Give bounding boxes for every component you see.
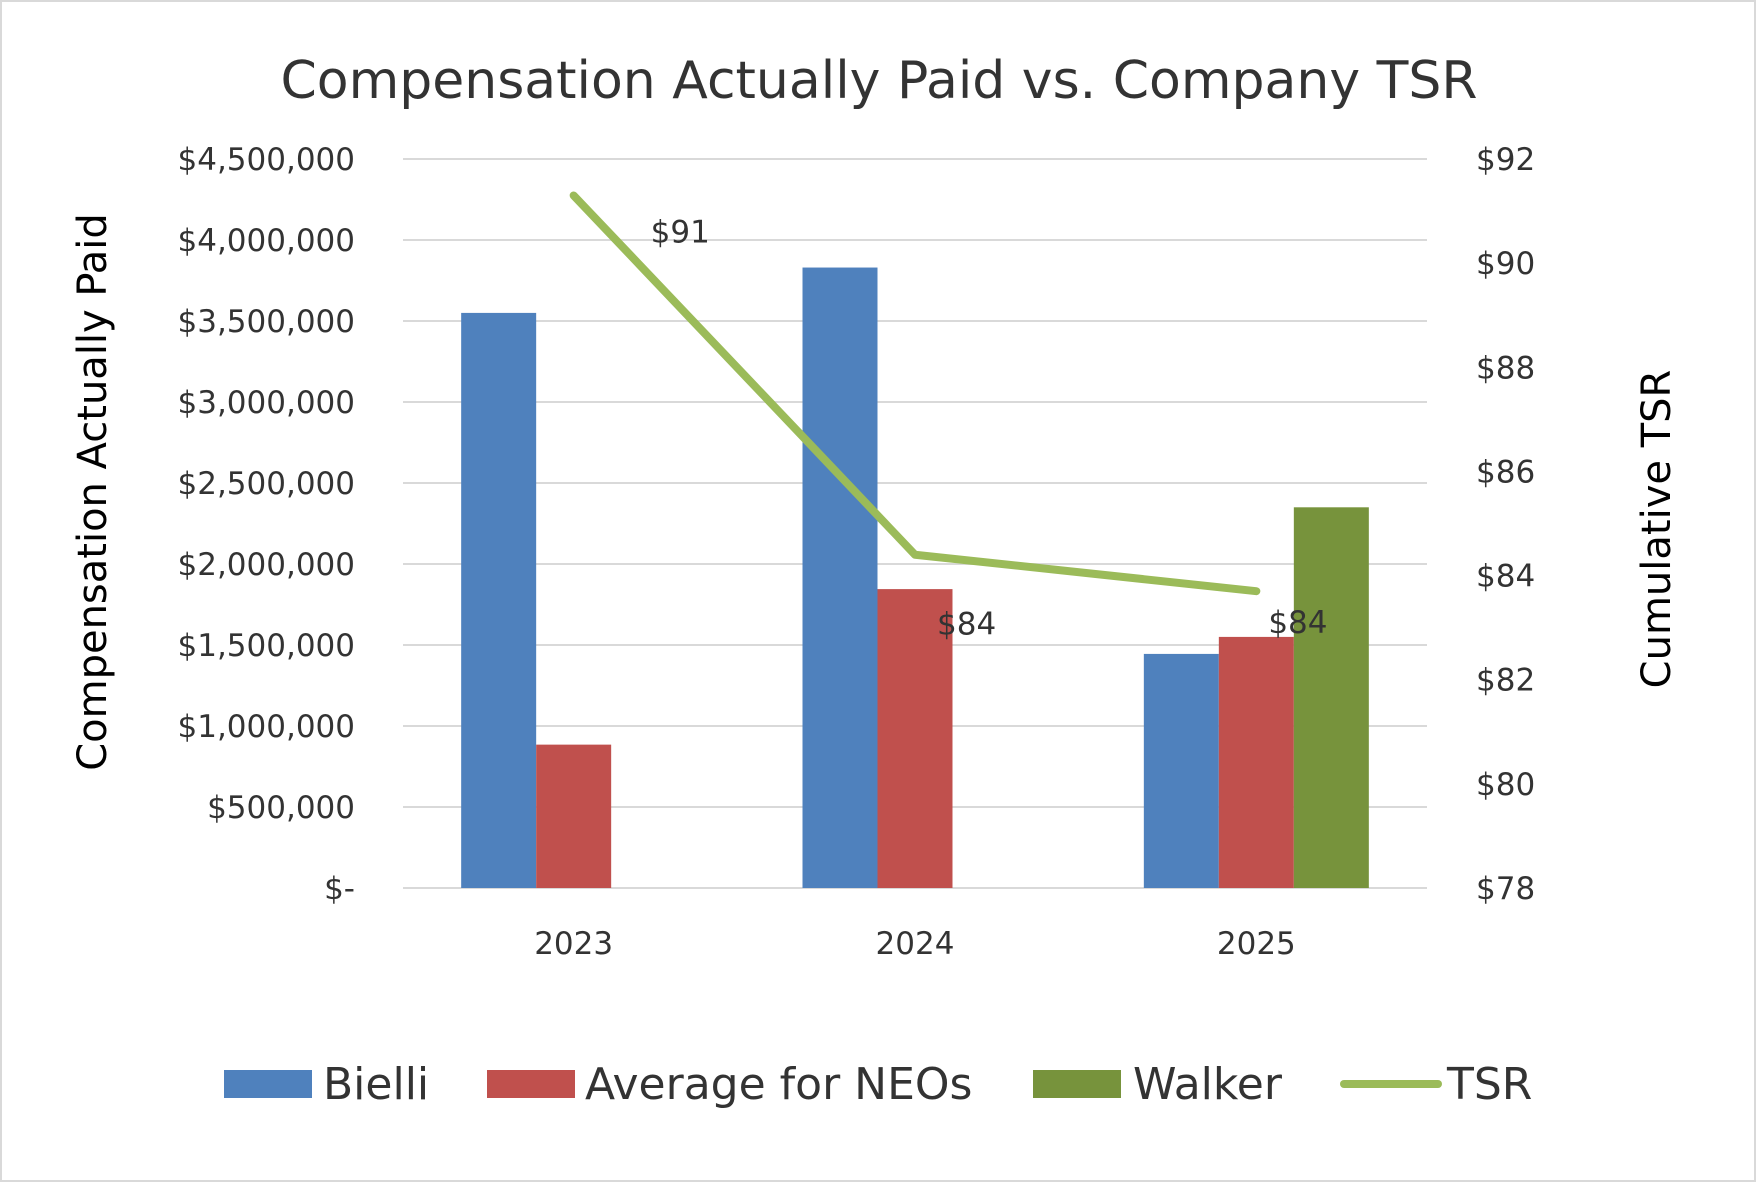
y2-tick-label: $84 [1476, 559, 1535, 595]
bar-bielli [461, 312, 537, 888]
legend-label: Average for NEOs [585, 1059, 972, 1110]
legend-swatch [1033, 1070, 1121, 1098]
legend-swatch [487, 1070, 575, 1098]
legend-label: TSR [1446, 1059, 1532, 1110]
y-tick-label: $4,500,000 [178, 142, 356, 178]
legend-swatch [224, 1070, 312, 1098]
y2-tick-label: $82 [1476, 663, 1535, 699]
bar-bielli [802, 267, 878, 888]
x-tick-label: 2024 [876, 926, 955, 962]
y-tick-label: $1,000,000 [178, 709, 356, 745]
x-tick-label: 2023 [534, 926, 613, 962]
y2-tick-label: $80 [1476, 767, 1535, 803]
bar-average-for-neos [877, 589, 953, 888]
bar-average-for-neos [1218, 636, 1294, 888]
tsr-data-label: $84 [937, 607, 996, 643]
y-tick-label: $4,000,000 [178, 223, 356, 259]
legend-label: Bielli [323, 1059, 429, 1110]
y2-tick-label: $88 [1476, 350, 1535, 386]
y-tick-label: $2,000,000 [178, 547, 356, 583]
bar-average-for-neos [536, 744, 612, 888]
y2-axis-label: Cumulative TSR [1634, 370, 1680, 689]
y2-tick-label: $78 [1476, 871, 1535, 907]
legend-label: Walker [1133, 1059, 1283, 1110]
chart-title: Compensation Actually Paid vs. Company T… [280, 51, 1477, 111]
y2-tick-label: $92 [1476, 142, 1535, 178]
y-tick-label: $2,500,000 [178, 466, 356, 502]
tsr-data-label: $91 [651, 214, 710, 250]
y-axis-label: Compensation Actually Paid [70, 213, 116, 771]
y-tick-label: $- [324, 871, 355, 907]
tsr-line [569, 191, 1261, 596]
y2-tick-label: $90 [1476, 246, 1535, 282]
y-tick-label: $1,500,000 [178, 628, 356, 664]
bar-walker [1293, 507, 1369, 888]
x-tick-label: 2025 [1217, 926, 1296, 962]
y-tick-label: $500,000 [207, 790, 355, 826]
y2-tick-label: $86 [1476, 454, 1535, 490]
y-tick-label: $3,500,000 [178, 304, 356, 340]
tsr-data-label: $84 [1268, 605, 1327, 641]
y-tick-label: $3,000,000 [178, 385, 356, 421]
bar-bielli [1143, 653, 1219, 888]
